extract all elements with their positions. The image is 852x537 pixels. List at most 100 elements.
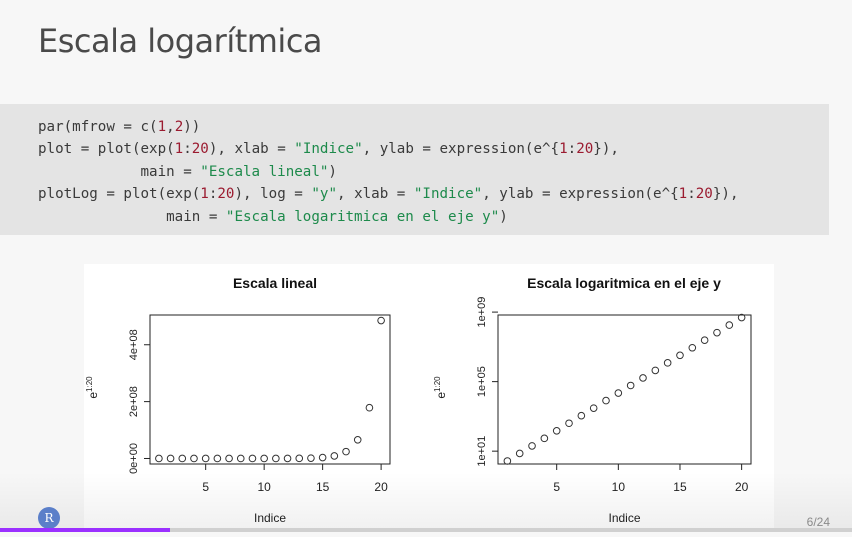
chart-1-data-point [166,454,175,463]
chart-1-data-point [248,454,257,463]
code-line: main = "Escala logaritmica en el eje y") [38,206,829,228]
chart-2-data-point [639,374,647,382]
chart-1-plot-frame [149,314,391,465]
code-number: 1 [200,186,209,203]
chart-1-data-point [178,454,187,463]
chart-1-x-tick-label: 20 [374,480,388,494]
chart-1-x-axis-label: Indice [254,511,286,525]
chart-2-x-tick-label: 15 [673,480,687,494]
code-text: : [208,186,218,203]
page-number: 6/24 [806,515,830,529]
code-string: "Indice" [413,186,483,203]
chart-1-data-point [295,454,304,463]
plot-area: Escala lineal 5 10 15 20 0e+00 2e+08 4e+08 Indic… [84,264,774,532]
chart-2-data-point [552,426,561,435]
chart-1-data-point [377,316,385,325]
code-number: 1 [157,119,167,135]
chart-2-y-tick-label: 1e+05 [476,366,488,397]
code-number: 20 [191,141,209,158]
code-text: : [567,141,577,158]
chart-2-x-axis-label: Indice [608,511,640,525]
chart-2-data-point [737,313,746,322]
chart-2-plot-frame [497,314,752,465]
chart-1-x-tick-label: 10 [257,480,271,494]
chart-2-data-point [700,336,709,345]
code-text: ) [328,163,337,180]
code-text: }), [712,186,739,203]
code-line: main = "Escala lineal") [38,161,829,183]
code-number: 1 [174,141,184,158]
chart-2-data-point [651,366,660,375]
chart-2-data-point [589,404,598,412]
code-text: : [183,141,192,158]
chart-1-data-point [365,403,374,412]
code-block: par(mfrow = c(1,2)) plot = plot(exp(1:20)… [0,104,829,235]
chart-2-data-point [676,351,684,360]
code-text: main = [38,208,226,225]
chart-1-data-point [260,454,268,463]
chart-1-data-point [201,454,210,463]
code-string: "y" [311,186,337,203]
chart-2-data-point [515,449,524,458]
code-number: 1 [559,141,568,158]
code-number: 20 [576,141,594,158]
chart-2-data-point [663,359,672,367]
chart-2-y-axis-label-base: e [434,392,448,399]
chart-1-data-point [272,454,280,463]
code-number: 20 [217,186,235,203]
code-number: 2 [174,119,184,135]
code-text: , xlab = [336,186,414,203]
chart-1-y-axis-label: e1:20 [85,376,100,399]
chart-1-y-tick-label: 0e+00 [128,443,140,474]
chart-2-y-tick-label: 1e+01 [476,436,488,467]
code-string: "Escala logaritmica en el eje y" [225,208,500,225]
chart-1-data-point [155,454,163,463]
chart-1-data-point [283,454,292,463]
chart-1-y-axis-label-base: e [86,392,100,399]
code-text: : [687,186,696,203]
chart-1-data-point [342,447,350,456]
chart-2-data-point [503,457,512,465]
chart-2-data-point [626,381,635,390]
chart-1-data-point [353,436,362,444]
code-text: ), log = [234,186,312,203]
code-text: , [166,119,175,135]
chart-2-data-point [614,389,623,397]
code-text: ), xlab = [208,141,295,158]
chart-1-y-tick-label: 4e+08 [128,329,140,360]
code-text: , ylab = expression(e^{ [482,186,679,203]
chart-2-y-axis-label: e1:20 [433,376,448,399]
chart-2-data-point [725,321,734,329]
chart-1-y-tick-label: 2e+08 [128,386,140,417]
chart-2-data-point [602,396,610,405]
code-number: 20 [695,186,713,203]
code-text: ) [499,208,508,225]
code-text: plotLog = plot(exp( [38,186,201,203]
chart-2-y-axis-label-exponent: 1:20 [433,376,442,392]
r-logo-icon: R [38,507,60,529]
code-text: main = [38,163,201,180]
chart-2-title: Escala logaritmica en el eje y [527,275,721,291]
chart-2-data-point [688,343,697,352]
chart-1-y-axis-label-exponent: 1:20 [85,376,94,392]
chart-2-data-point [528,442,536,450]
slide-title: Escala logarítmica [38,22,323,60]
progress-bar-fill [0,528,171,532]
chart-2-data-point [565,419,573,428]
code-string: "Escala lineal" [200,163,329,180]
plots-svg: Escala lineal 5 10 15 20 0e+00 2e+08 4e+08 Indic… [85,275,752,525]
code-text: )) [183,119,201,135]
chart-1-x-tick-label: 15 [316,480,330,494]
chart-1-data-point [330,452,339,460]
chart-1-data-point [307,454,315,462]
chart-1-data-point [236,454,245,463]
progress-bar[interactable] [0,528,852,532]
chart-2-y-tick-label: 1e+09 [476,297,488,328]
chart-2-data-point [713,328,721,337]
chart-1-title: Escala lineal [233,275,317,291]
chart-1-data-point [213,454,222,463]
chart-2-x-tick-label: 20 [735,480,749,494]
code-string: "Indice" [294,141,363,158]
code-line: par(mfrow = c(1,2)) [38,116,829,138]
code-line: plotLog = plot(exp(1:20), log = "y", xla… [38,183,829,205]
